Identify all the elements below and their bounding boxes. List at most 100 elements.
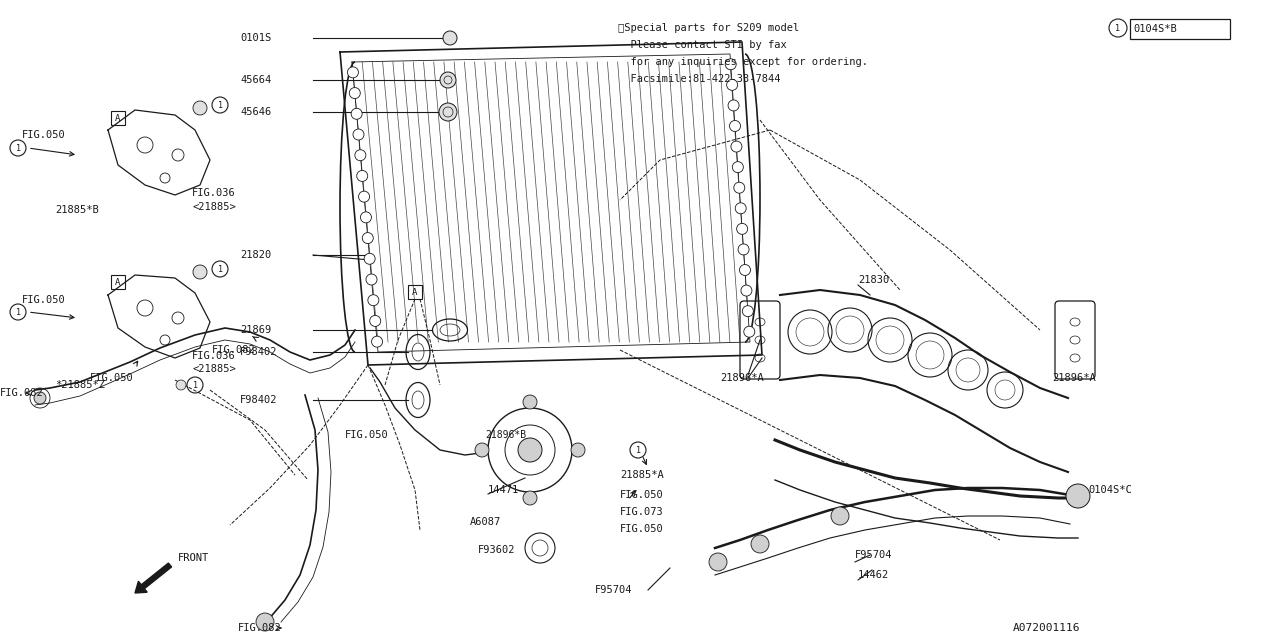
Text: FIG.050: FIG.050 [90,373,133,383]
Text: 0101S: 0101S [241,33,271,43]
Polygon shape [108,275,210,358]
Circle shape [193,101,207,115]
Text: 21820: 21820 [241,250,271,260]
Circle shape [732,162,744,173]
Circle shape [737,223,748,234]
Text: A6087: A6087 [470,517,502,527]
Circle shape [741,285,751,296]
Text: 21896*A: 21896*A [1052,373,1096,383]
Text: 1: 1 [1115,24,1120,33]
Circle shape [740,264,750,275]
Text: FIG.036: FIG.036 [192,188,236,198]
Circle shape [362,232,374,244]
Circle shape [440,72,456,88]
FancyBboxPatch shape [740,301,780,379]
Circle shape [349,88,360,99]
Circle shape [524,395,538,409]
Bar [408,285,422,299]
Circle shape [735,203,746,214]
Circle shape [739,244,749,255]
Circle shape [361,212,371,223]
Circle shape [370,316,380,326]
Circle shape [524,491,538,505]
Text: FIG.082: FIG.082 [0,388,44,398]
Circle shape [742,306,754,317]
FancyBboxPatch shape [1055,301,1094,379]
Circle shape [351,108,362,119]
Text: FIG.050: FIG.050 [22,295,65,305]
Text: A: A [412,287,417,296]
Text: FIG.073: FIG.073 [620,507,664,517]
Circle shape [439,103,457,121]
Circle shape [727,79,737,90]
Text: FIG.050: FIG.050 [620,490,664,500]
Circle shape [733,182,745,193]
Text: 1: 1 [218,264,223,273]
Circle shape [730,120,741,131]
Circle shape [367,294,379,306]
Circle shape [353,129,364,140]
Text: 1: 1 [635,445,640,454]
Text: 21885*B: 21885*B [55,205,99,215]
Text: 14471: 14471 [488,485,520,495]
Text: Facsimile:81-422-33-7844: Facsimile:81-422-33-7844 [618,74,781,84]
FancyArrow shape [134,563,172,593]
Polygon shape [108,110,210,195]
Text: F93602: F93602 [477,545,516,555]
Text: 0104S*C: 0104S*C [1088,485,1132,495]
Circle shape [347,67,358,78]
Text: 1: 1 [218,100,223,109]
Circle shape [364,253,375,264]
Text: <21885>: <21885> [192,364,236,374]
Circle shape [357,170,367,181]
Circle shape [571,443,585,457]
Text: 14462: 14462 [858,570,890,580]
Circle shape [358,191,370,202]
Circle shape [371,336,383,347]
Text: 21896*B: 21896*B [485,430,526,440]
Text: F95704: F95704 [595,585,632,595]
Circle shape [751,535,769,553]
Circle shape [193,265,207,279]
Text: 21896*A: 21896*A [721,373,764,383]
Text: FIG.050: FIG.050 [620,524,664,534]
Text: 21830: 21830 [858,275,890,285]
Text: 45646: 45646 [241,107,271,117]
Circle shape [366,274,378,285]
Text: ※Special parts for S209 model: ※Special parts for S209 model [618,23,799,33]
Circle shape [728,100,739,111]
Circle shape [475,443,489,457]
Polygon shape [340,42,762,365]
Circle shape [726,59,736,70]
Circle shape [731,141,742,152]
Text: A072001116: A072001116 [1012,623,1080,633]
Text: FIG.082: FIG.082 [212,345,256,355]
Circle shape [1066,484,1091,508]
Circle shape [831,507,849,525]
Circle shape [35,392,46,404]
Text: 1: 1 [15,307,20,317]
Text: FIG.050: FIG.050 [346,430,389,440]
Circle shape [744,326,755,337]
Circle shape [518,438,541,462]
Text: Please contact STI by fax: Please contact STI by fax [618,40,787,50]
Text: 1: 1 [15,143,20,152]
Circle shape [256,613,274,631]
Text: 21869: 21869 [241,325,271,335]
Text: FIG.082: FIG.082 [238,623,282,633]
Text: F95704: F95704 [855,550,892,560]
Text: A: A [115,113,120,122]
Bar [111,111,125,125]
Circle shape [709,553,727,571]
Circle shape [177,380,186,390]
Text: 1: 1 [192,381,197,390]
Text: 0104S*B: 0104S*B [1133,24,1176,34]
Text: FIG.036: FIG.036 [192,351,236,361]
Circle shape [355,150,366,161]
Text: <21885>: <21885> [192,202,236,212]
Text: *21885*Z: *21885*Z [55,380,105,390]
Text: for any inquiries except for ordering.: for any inquiries except for ordering. [618,57,868,67]
Text: FRONT: FRONT [178,553,209,563]
Text: FIG.050: FIG.050 [22,130,65,140]
Bar [1130,19,1230,39]
